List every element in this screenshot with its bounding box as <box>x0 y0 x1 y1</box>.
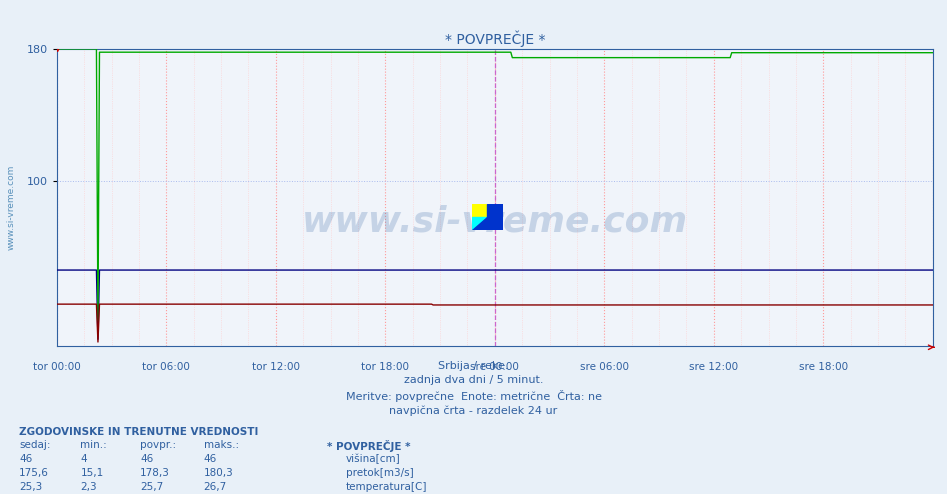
Text: sre 06:00: sre 06:00 <box>580 362 629 372</box>
Text: zadnja dva dni / 5 minut.: zadnja dva dni / 5 minut. <box>403 375 544 385</box>
Text: sre 00:00: sre 00:00 <box>471 362 519 372</box>
Text: 175,6: 175,6 <box>19 468 49 478</box>
Text: višina[cm]: višina[cm] <box>346 454 401 464</box>
Text: pretok[m3/s]: pretok[m3/s] <box>346 468 414 478</box>
Bar <box>472 204 488 217</box>
Text: 46: 46 <box>140 454 153 464</box>
Text: 2,3: 2,3 <box>80 482 98 492</box>
Text: Meritve: povprečne  Enote: metrične  Črta: ne: Meritve: povprečne Enote: metrične Črta:… <box>346 390 601 402</box>
Text: sre 12:00: sre 12:00 <box>689 362 739 372</box>
Text: min.:: min.: <box>80 440 107 450</box>
Text: 25,3: 25,3 <box>19 482 43 492</box>
Text: www.si-vreme.com: www.si-vreme.com <box>7 165 16 250</box>
Text: maks.:: maks.: <box>204 440 239 450</box>
Text: 26,7: 26,7 <box>204 482 227 492</box>
Text: tor 00:00: tor 00:00 <box>33 362 80 372</box>
Polygon shape <box>472 217 488 230</box>
Text: * POVPREČJE *: * POVPREČJE * <box>327 440 410 452</box>
Text: tor 12:00: tor 12:00 <box>252 362 300 372</box>
Text: Srbija / reke.: Srbija / reke. <box>438 361 509 370</box>
Text: ZGODOVINSKE IN TRENUTNE VREDNOSTI: ZGODOVINSKE IN TRENUTNE VREDNOSTI <box>19 427 259 437</box>
Text: sedaj:: sedaj: <box>19 440 50 450</box>
Text: temperatura[C]: temperatura[C] <box>346 482 427 492</box>
Text: povpr.:: povpr.: <box>140 440 176 450</box>
Text: 4: 4 <box>80 454 87 464</box>
Text: 178,3: 178,3 <box>140 468 170 478</box>
Text: 25,7: 25,7 <box>140 482 164 492</box>
Title: * POVPREČJE *: * POVPREČJE * <box>444 30 545 47</box>
Text: 180,3: 180,3 <box>204 468 233 478</box>
Text: sre 18:00: sre 18:00 <box>798 362 848 372</box>
Text: 46: 46 <box>19 454 32 464</box>
Text: www.si-vreme.com: www.si-vreme.com <box>302 205 688 238</box>
Bar <box>488 204 503 230</box>
Polygon shape <box>472 217 488 230</box>
Text: 15,1: 15,1 <box>80 468 104 478</box>
Text: tor 06:00: tor 06:00 <box>142 362 190 372</box>
Text: 46: 46 <box>204 454 217 464</box>
Text: navpična črta - razdelek 24 ur: navpična črta - razdelek 24 ur <box>389 405 558 415</box>
Text: tor 18:00: tor 18:00 <box>362 362 409 372</box>
